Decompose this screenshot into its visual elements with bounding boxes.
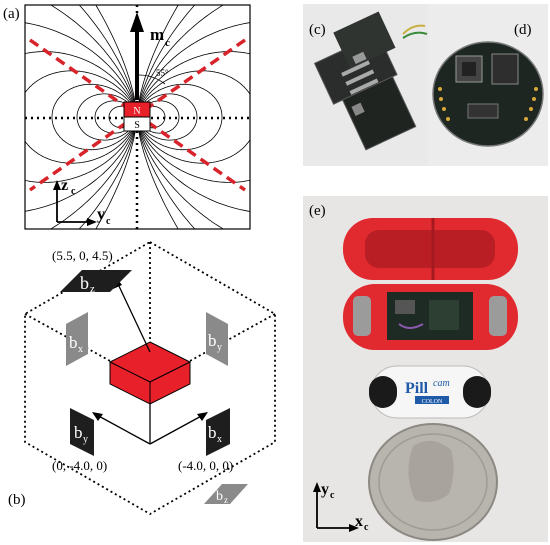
svg-text:c: c	[106, 216, 111, 227]
field-line	[49, 5, 138, 229]
svg-text:cam: cam	[433, 378, 450, 389]
coord-label-top: (5.5, 0, 4.5)	[52, 248, 113, 263]
photo-x-axis-label: x	[355, 513, 363, 530]
svg-text:COLON: COLON	[422, 399, 443, 405]
moment-subscript: c	[165, 37, 170, 49]
moment-label: m	[150, 25, 164, 44]
pillcam-brand: Pill	[405, 380, 429, 397]
magnet-cube-right	[149, 361, 191, 405]
svg-text:c: c	[364, 522, 369, 533]
svg-text:z: z	[90, 283, 95, 295]
svg-text:b: b	[74, 423, 83, 442]
sensor-layout-diagram: b z (5.5, 0, 4.5) b x b y b y b x (0, -4…	[24, 240, 276, 516]
svg-text:b: b	[80, 273, 89, 293]
moment-arrow-head	[130, 12, 144, 32]
svg-text:x: x	[78, 344, 83, 355]
svg-text:c: c	[71, 186, 76, 197]
field-line	[136, 5, 225, 229]
svg-text:z: z	[224, 495, 228, 505]
field-line	[25, 51, 138, 183]
panel-label-d: (d)	[514, 22, 532, 38]
svg-text:y: y	[83, 434, 88, 445]
panel-label-c: (c)	[309, 22, 326, 38]
coord-label-left: (0, -4.0, 0)	[52, 458, 107, 473]
photo-circular-board	[428, 4, 548, 166]
svg-text:b: b	[69, 333, 78, 352]
field-line	[136, 51, 250, 183]
svg-text:b: b	[208, 423, 217, 442]
y-axis-label: y	[97, 206, 105, 223]
workspace-hexagon	[24, 240, 276, 516]
svg-text:c: c	[330, 490, 335, 501]
magnet-south	[123, 116, 151, 132]
sensor-bx-front	[206, 408, 230, 456]
sensor-bz-bottom	[204, 484, 248, 504]
field-line-plot: N S m c 55° z c y c	[24, 4, 251, 230]
svg-text:y: y	[217, 342, 222, 353]
sensor-by-front	[70, 408, 94, 456]
panel-label-b: (b)	[8, 492, 26, 508]
north-label: N	[133, 106, 140, 117]
photo-capsule-comparison: Pill cam COLON y c x c	[303, 196, 548, 542]
sensor-bz-top	[60, 270, 132, 292]
panel-label-e: (e)	[309, 203, 326, 219]
field-line	[51, 83, 138, 151]
coord-label-right: (-4.0, 0, 0)	[178, 458, 233, 473]
south-label: S	[134, 120, 140, 131]
angle-label: 55°	[156, 68, 169, 78]
field-line	[136, 83, 223, 151]
field-line	[25, 70, 138, 164]
sensor-bx-left	[66, 312, 88, 366]
photo-sensor-stack	[303, 4, 428, 166]
svg-text:x: x	[217, 434, 222, 445]
field-line	[136, 22, 250, 212]
svg-text:b: b	[216, 489, 223, 504]
field-line	[25, 22, 138, 212]
photo-y-axis-label: y	[321, 481, 329, 498]
z-axis-label: z	[61, 177, 68, 194]
panel-label-a: (a)	[3, 6, 20, 22]
field-line	[136, 70, 250, 164]
svg-text:b: b	[208, 331, 217, 350]
sensor-by-right	[206, 312, 228, 366]
